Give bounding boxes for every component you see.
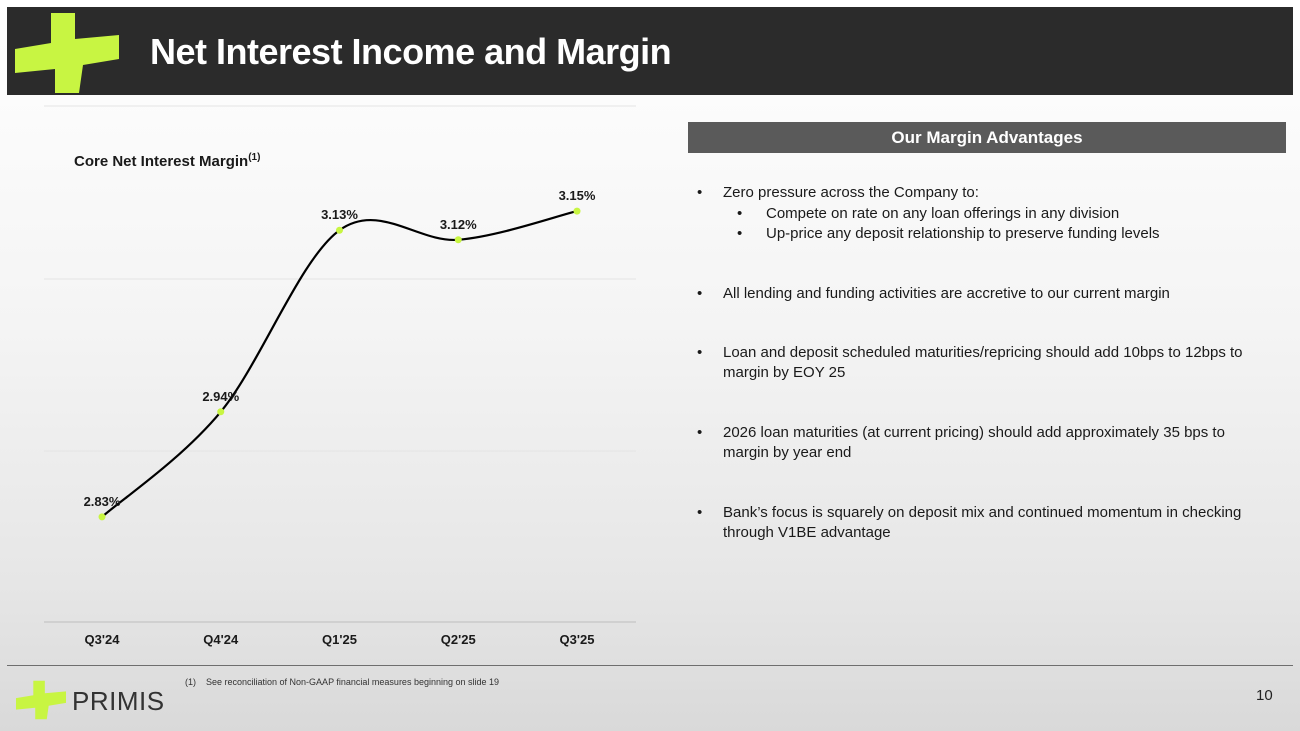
data-point	[217, 408, 225, 416]
data-point	[573, 207, 581, 215]
x-tick-label: Q2'25	[441, 632, 476, 647]
x-tick-label: Q4'24	[203, 632, 239, 647]
bullet-item: • All lending and funding activities are …	[697, 285, 1170, 302]
primis-cross-logo-icon	[15, 13, 119, 93]
page-title: Net Interest Income and Margin	[150, 31, 672, 72]
data-label: 2.94%	[202, 389, 239, 404]
sub-bullet-item: • Compete on rate on any loan offerings i…	[737, 205, 1120, 222]
data-point	[454, 236, 462, 244]
page-number: 10	[1256, 687, 1273, 704]
bullet-item: • Zero pressure across the Company to:	[697, 184, 979, 201]
bullet-item: • 2026 loan maturities (at current pricin…	[697, 424, 1225, 461]
sub-bullet-item: • Up-price any deposit relationship to pr…	[737, 225, 1160, 242]
chart-marks: 2.83% Q3'24 2.94% Q4'24 3.13% Q1'25 3.12% Q2'25…	[84, 188, 596, 647]
footer-divider	[7, 665, 1293, 666]
series-line	[101, 210, 578, 518]
bullet-item: • Loan and deposit scheduled maturities/r…	[697, 344, 1243, 381]
footer-logo: PRIMIS	[16, 680, 166, 720]
panel-header: Our Margin Advantages	[688, 122, 1286, 153]
x-tick-label: Q1'25	[322, 632, 357, 647]
x-tick-label: Q3'25	[560, 632, 595, 647]
data-point	[336, 226, 343, 234]
data-label: 3.15%	[559, 188, 596, 203]
data-label: 2.83%	[84, 494, 121, 509]
chart-gridlines	[44, 105, 636, 623]
x-tick-label: Q3'24	[85, 632, 121, 647]
data-point	[98, 513, 106, 521]
data-label: 3.12%	[440, 217, 477, 232]
bullet-item: • Bank’s focus is squarely on deposit mix…	[697, 504, 1242, 541]
data-label: 3.13%	[321, 207, 358, 222]
title-bar: Net Interest Income and Margin	[7, 7, 1293, 95]
primis-cross-small-icon	[16, 680, 66, 720]
chart-title: Core Net Interest Margin(1)	[74, 152, 261, 170]
brand-wordmark: PRIMIS	[72, 686, 165, 716]
footnote: (1) See reconciliation of Non-GAAP financ…	[185, 677, 500, 687]
